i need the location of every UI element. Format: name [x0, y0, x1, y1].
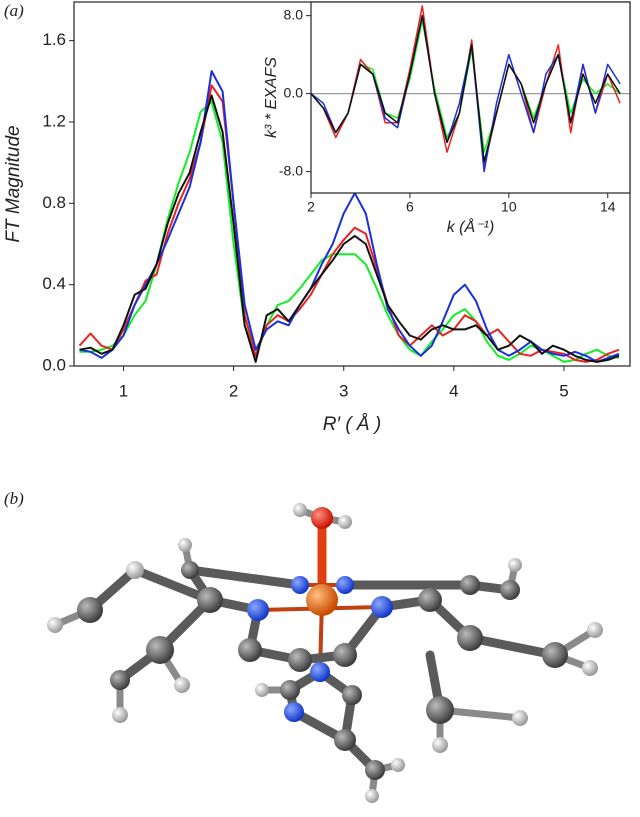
y-axis-label: k³ * EXAFS — [263, 57, 280, 138]
data-line — [79, 70, 620, 363]
x-tick-label: 14 — [600, 199, 616, 215]
inset-background — [311, 2, 630, 193]
y-tick-label: -8.0 — [279, 162, 303, 178]
y-tick-label: 0.4 — [42, 274, 66, 293]
panel-label: (b) — [4, 489, 24, 508]
data-line — [79, 94, 620, 363]
molecule — [47, 503, 603, 803]
chart: 2 6 10 14 -8.0 0.0 8.0 k (Å⁻¹) k³ * EXAFS — [263, 1, 631, 236]
x-tick-label: 1 — [119, 381, 128, 400]
y-tick-label: 1.2 — [42, 111, 66, 130]
y-tick-label: 0.8 — [42, 193, 66, 212]
data-line — [78, 84, 620, 363]
x-axis-label: k (Å⁻¹) — [447, 217, 495, 236]
y-tick-label: 0.0 — [284, 84, 304, 100]
x-tick-label: 3 — [339, 381, 348, 400]
x-tick-label: 10 — [501, 199, 517, 215]
x-tick-label: 5 — [559, 381, 568, 400]
x-tick-label: 6 — [406, 199, 414, 215]
x-tick-label: 2 — [307, 199, 315, 215]
plot-frame — [310, 1, 631, 194]
x-tick-label: 2 — [229, 381, 238, 400]
y-tick-label: 0.0 — [42, 355, 66, 374]
y-tick-label: 8.0 — [284, 6, 304, 22]
data-line — [310, 14, 621, 163]
data-line — [79, 100, 620, 363]
y-tick-label: 1.6 — [42, 30, 66, 49]
x-tick-label: 4 — [449, 381, 458, 400]
x-axis-label: R′ ( Å ) — [323, 414, 381, 435]
y-axis-label: FT Magnitude — [3, 125, 24, 242]
panel-label: (a) — [4, 1, 24, 20]
